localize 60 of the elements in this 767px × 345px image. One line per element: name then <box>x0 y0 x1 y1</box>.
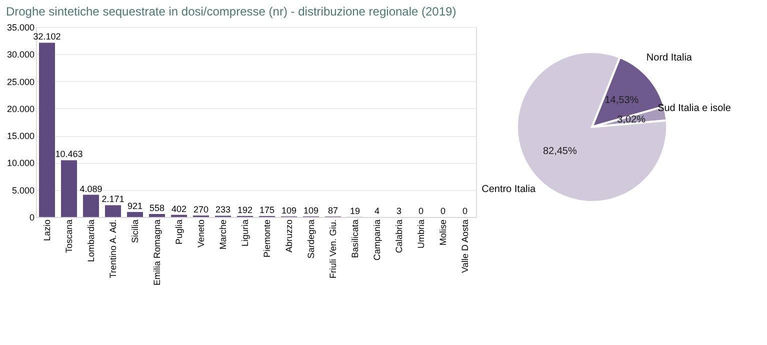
data-label: 19 <box>350 206 360 216</box>
bar <box>61 160 77 217</box>
bar <box>83 194 99 217</box>
x-tick-label: Marche <box>218 220 228 250</box>
x-tick-label: Liguria <box>240 220 250 247</box>
bar <box>127 212 143 217</box>
x-tick-label: Umbria <box>416 220 426 249</box>
y-tick-label: 25.000 <box>6 76 34 87</box>
bar <box>39 42 55 217</box>
data-label: 109 <box>281 205 297 216</box>
data-label: 82,45% <box>542 146 577 157</box>
data-label: 175 <box>259 205 275 216</box>
slice-label: Nord Italia <box>646 52 692 64</box>
x-tick-label: Toscana <box>64 220 74 254</box>
data-label: 4.089 <box>80 184 102 194</box>
x-tick-label: Basilicata <box>350 220 360 258</box>
x-tick-label: Lazio <box>42 220 52 242</box>
x-tick-label: Puglia <box>174 220 184 245</box>
x-tick-label: Campania <box>372 220 382 261</box>
data-label: 192 <box>237 204 253 215</box>
y-tick-label: 5.000 <box>12 185 34 196</box>
y-tick-label: 10.000 <box>6 158 34 168</box>
data-label: 2.171 <box>102 194 124 204</box>
x-tick-label: Valle D Aosta <box>460 220 470 273</box>
x-tick-label: Friuli Ven. Giu. <box>328 220 338 279</box>
x-tick-label: Calabria <box>394 220 404 254</box>
y-tick-label: 35.000 <box>6 22 34 32</box>
data-label: 233 <box>215 204 231 215</box>
x-tick-label: Sardegna <box>306 220 316 259</box>
data-label: 921 <box>127 201 143 211</box>
data-label: 14,53% <box>604 95 639 106</box>
bar <box>149 214 165 217</box>
x-tick-label: Abruzzo <box>284 220 294 253</box>
x-tick-label: Lombardia <box>86 220 96 262</box>
x-tick-label: Emilia Romagna <box>152 220 162 286</box>
x-tick-label: Veneto <box>196 220 206 248</box>
data-label: 109 <box>303 205 319 216</box>
x-tick-label: Trentino A. Ad. <box>108 220 118 278</box>
data-label: 3 <box>396 206 402 216</box>
y-tick-label: 15.000 <box>6 131 34 142</box>
data-label: 558 <box>149 202 165 213</box>
chart-title: Droghe sintetiche sequestrate in dosi/compresse (nr) - distribuzione regionale (2019) <box>6 4 456 18</box>
x-tick-label: Piemonte <box>262 220 272 258</box>
x-tick-label: Molise <box>438 220 448 246</box>
data-label: 10.463 <box>55 149 83 160</box>
data-label: 0 <box>418 206 424 216</box>
y-tick-label: 30.000 <box>6 50 34 60</box>
data-label: 270 <box>193 204 209 215</box>
data-label: 0 <box>462 206 468 216</box>
data-label: 402 <box>171 204 187 214</box>
data-label: 32.102 <box>33 32 61 42</box>
data-label: 4 <box>374 206 380 216</box>
x-tick-label: Sicilia <box>130 220 140 244</box>
bar <box>105 205 121 217</box>
y-tick-label: 20.000 <box>6 104 34 114</box>
y-tick-label: 0 <box>29 212 34 222</box>
slice-label: Sud Italia e isole <box>658 103 732 114</box>
slice-label: Centro Italia <box>482 184 536 196</box>
data-label: 87 <box>328 206 338 216</box>
data-label: 0 <box>440 206 446 216</box>
